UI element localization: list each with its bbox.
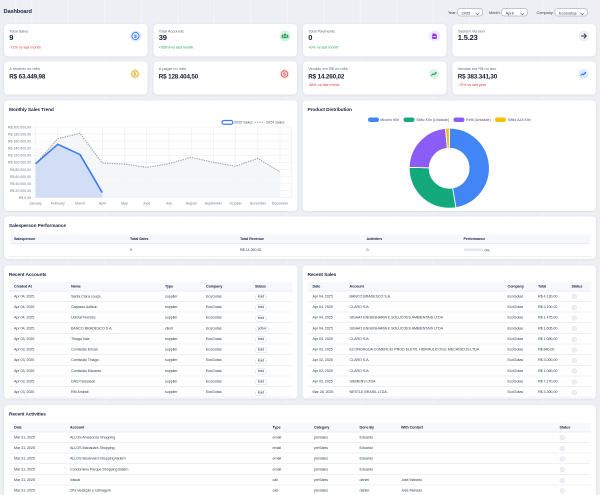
svg-text:May: May <box>121 202 128 206</box>
svg-text:$: $ <box>283 72 286 77</box>
svg-text:October: October <box>229 202 242 206</box>
svg-text:January: January <box>29 202 42 206</box>
svg-text:R$ 80.000,00: R$ 80.000,00 <box>10 168 31 172</box>
svg-text:March: March <box>75 202 85 206</box>
svg-text:December: December <box>272 202 289 206</box>
svg-text:R$ 120.000,00: R$ 120.000,00 <box>8 154 31 158</box>
svg-text:August: August <box>186 202 197 206</box>
svg-text:R$ 100.000,00: R$ 100.000,00 <box>8 161 31 165</box>
svg-text:June: June <box>143 202 151 206</box>
svg-text:July: July <box>166 202 172 206</box>
svg-text:R$ 0,00: R$ 0,00 <box>19 196 31 200</box>
svg-text:February: February <box>51 202 65 206</box>
svg-text:R$ 160.000,00: R$ 160.000,00 <box>8 140 31 144</box>
svg-text:R$ 60.000,00: R$ 60.000,00 <box>10 175 31 179</box>
svg-text:April: April <box>99 202 106 206</box>
svg-text:R$ 200.000,00: R$ 200.000,00 <box>8 125 31 129</box>
svg-text:$: $ <box>134 72 137 77</box>
svg-text:September: September <box>205 202 223 206</box>
svg-text:R$ 140.000,00: R$ 140.000,00 <box>8 147 31 151</box>
svg-text:R$ 40.000,00: R$ 40.000,00 <box>10 182 31 186</box>
svg-text:R$ 20.000,00: R$ 20.000,00 <box>10 189 31 193</box>
svg-text:2025 Sales: 2025 Sales <box>234 121 253 125</box>
svg-text:R$ 180.000,00: R$ 180.000,00 <box>8 132 31 136</box>
svg-text:$: $ <box>134 34 137 40</box>
svg-text:November: November <box>250 202 267 206</box>
svg-text:2024 Sales: 2024 Sales <box>266 121 285 125</box>
